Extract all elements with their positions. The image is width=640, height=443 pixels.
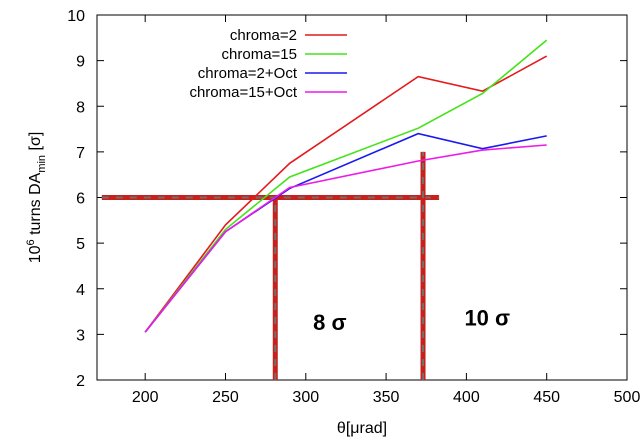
legend-label: chroma=2 bbox=[230, 27, 297, 44]
series-line-4 bbox=[144, 144, 547, 333]
x-tick-label: 400 bbox=[453, 389, 480, 406]
y-axis-title-main: turns DA bbox=[27, 172, 44, 239]
x-tick-label: 350 bbox=[373, 389, 400, 406]
annotations: 8 σ 10 σ bbox=[313, 305, 510, 335]
legend-label: chroma=15+Oct bbox=[189, 84, 297, 101]
y-axis-title-superscript: 6 bbox=[25, 239, 37, 245]
legend-label: chroma=15 bbox=[222, 46, 297, 63]
x-tick-label: 300 bbox=[292, 389, 319, 406]
series-line-3 bbox=[144, 132, 547, 333]
y-tick-label: 4 bbox=[76, 282, 85, 299]
y-axis-title-subscript: min bbox=[36, 155, 48, 173]
annotation-label: 8 σ bbox=[313, 310, 346, 335]
x-tick-label: 200 bbox=[132, 389, 159, 406]
x-tick-label: 450 bbox=[533, 389, 560, 406]
series-lines bbox=[144, 39, 548, 333]
x-tick-label: 250 bbox=[212, 389, 239, 406]
annotation-label: 10 σ bbox=[464, 305, 510, 330]
series-line-2 bbox=[144, 39, 548, 333]
reference-lines bbox=[101, 151, 440, 380]
y-axis-title-unit: [σ] bbox=[27, 132, 44, 155]
x-tick-label: 500 bbox=[614, 389, 640, 406]
y-tick-label: 9 bbox=[76, 54, 85, 71]
y-tick-label: 7 bbox=[76, 145, 85, 162]
y-tick-label: 2 bbox=[76, 373, 85, 390]
y-tick-label: 5 bbox=[76, 236, 85, 253]
y-tick-label: 6 bbox=[76, 191, 85, 208]
y-axis-title: 106 turns DAmin [σ] bbox=[25, 132, 48, 264]
y-tick-label: 8 bbox=[76, 99, 85, 116]
axis-ticks: 200 250 300 350 400 450 500 2 3 4 5 6 7 8 9 10 bbox=[67, 8, 640, 406]
y-tick-label: 10 bbox=[67, 8, 85, 25]
legend: chroma=2 chroma=15 chroma=2+Oct chroma=15+O… bbox=[189, 27, 347, 101]
y-axis-title-base: 10 bbox=[27, 245, 44, 263]
x-axis-title: θ[μrad] bbox=[337, 420, 387, 437]
y-tick-label: 3 bbox=[76, 327, 85, 344]
legend-label: chroma=2+Oct bbox=[198, 65, 298, 82]
